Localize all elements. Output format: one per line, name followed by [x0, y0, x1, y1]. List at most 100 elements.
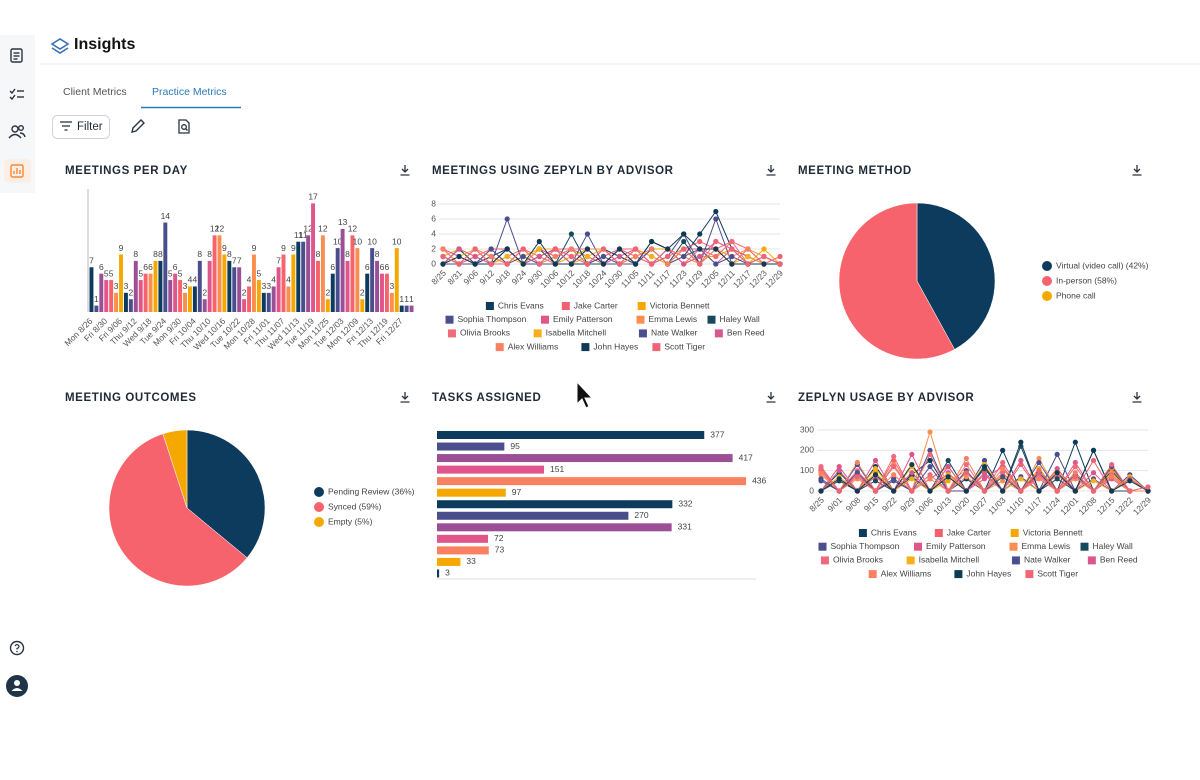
data-point [584, 246, 591, 252]
report-button[interactable] [178, 119, 190, 134]
data-point [945, 478, 951, 484]
data-point [440, 253, 446, 260]
data-point [600, 261, 607, 267]
data-point [1054, 470, 1060, 476]
legend-label: Jake Carter [947, 527, 991, 537]
data-point [649, 246, 655, 252]
data-point [872, 457, 879, 464]
bar [212, 235, 217, 312]
data-point [927, 488, 933, 494]
download-button[interactable] [766, 165, 776, 176]
download-icon [400, 392, 410, 403]
legend-label: Scott Tiger [1037, 568, 1078, 578]
x-tick-label: 9/06 [461, 268, 480, 287]
data-point [440, 246, 446, 252]
data-point [713, 253, 719, 260]
legend-label: Olivia Brooks [460, 328, 510, 338]
bar [360, 299, 365, 312]
bar [380, 273, 384, 312]
filter-button[interactable]: Filter [52, 115, 110, 139]
nav-insights[interactable] [10, 164, 24, 178]
tab-practice-metrics[interactable]: Practice Metrics [152, 86, 227, 98]
data-point [854, 474, 860, 480]
bar-value-label: 151 [550, 464, 564, 474]
legend-swatch [707, 315, 716, 324]
legend-label: Chris Evans [498, 300, 544, 310]
bar-value-label: 1 [404, 294, 409, 304]
bar-value-label: 1 [94, 294, 99, 304]
bar-value-label: 4 [193, 275, 198, 285]
bar-value-label: 5 [138, 268, 143, 278]
bar [384, 273, 389, 312]
bar [437, 523, 672, 532]
data-point [891, 488, 897, 494]
data-point [1018, 439, 1024, 445]
bar [437, 546, 489, 555]
data-point [1036, 455, 1042, 462]
page-title: Insights [74, 36, 135, 53]
data-point [836, 476, 842, 482]
bar [311, 203, 316, 312]
data-point [1090, 488, 1097, 494]
data-point [945, 474, 951, 480]
legend-swatch [1010, 529, 1019, 537]
data-point [1018, 457, 1024, 464]
download-icon [400, 165, 410, 176]
bar-value-label: 5 [168, 268, 173, 278]
chart-title: MEETINGS USING ZEPYLN BY ADVISOR [432, 165, 674, 177]
data-point [927, 451, 933, 457]
data-point [818, 476, 824, 482]
data-point [1145, 484, 1151, 490]
bar-value-label: 12 [348, 224, 358, 234]
data-point [536, 253, 542, 260]
x-tick-label: 11/10 [1004, 495, 1026, 517]
bar [266, 292, 271, 312]
download-button[interactable] [400, 392, 410, 403]
bar-value-label: 3 [114, 281, 119, 291]
nav-clients[interactable] [8, 124, 26, 139]
legend-swatch [314, 487, 324, 497]
data-point [584, 231, 591, 237]
download-button[interactable] [1132, 392, 1142, 403]
bar [158, 260, 163, 312]
user-avatar[interactable] [6, 675, 28, 697]
data-point [568, 253, 574, 260]
bar [437, 465, 545, 474]
x-tick-label: 9/08 [844, 495, 863, 514]
x-tick-label: 10/20 [949, 495, 971, 517]
bar [355, 248, 360, 312]
data-point [1072, 464, 1078, 470]
data-point [1072, 439, 1078, 445]
data-point [729, 253, 735, 260]
edit-button[interactable] [131, 119, 145, 133]
download-button[interactable] [400, 165, 410, 176]
y-tick-label: 2 [431, 243, 436, 253]
data-point [456, 261, 462, 267]
data-point [697, 231, 703, 237]
bar-value-label: 6 [143, 262, 148, 272]
legend-swatch [1042, 276, 1052, 286]
data-point [440, 261, 446, 267]
bar [217, 235, 222, 312]
data-point [504, 253, 510, 260]
help-button[interactable] [9, 640, 25, 656]
data-point [981, 464, 988, 470]
data-point [681, 246, 687, 252]
legend-swatch [868, 570, 877, 579]
nav-notes[interactable] [10, 48, 23, 63]
download-button[interactable] [1132, 165, 1142, 176]
data-point [927, 472, 933, 478]
legend-swatch [541, 315, 549, 324]
data-point [1036, 468, 1042, 474]
nav-tasks[interactable] [9, 88, 24, 101]
bar-value-label: 332 [678, 498, 692, 508]
bar-value-label: 8 [153, 249, 158, 259]
tab-client-metrics[interactable]: Client Metrics [63, 86, 127, 98]
download-button[interactable] [766, 392, 776, 403]
data-point [552, 261, 558, 267]
data-point [649, 253, 655, 260]
x-tick-label: 8/25 [429, 268, 448, 287]
data-point [488, 261, 494, 267]
data-point [854, 459, 860, 466]
data-point [616, 246, 623, 252]
